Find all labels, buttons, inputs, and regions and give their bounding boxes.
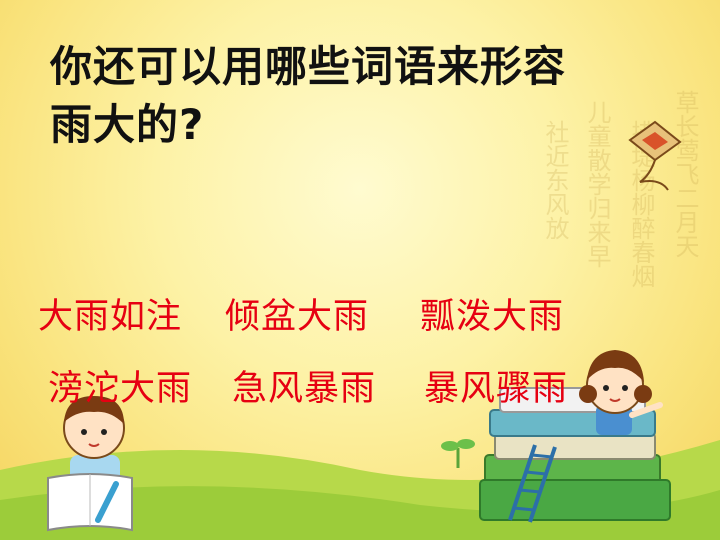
idiom-text: 倾盆大雨: [225, 297, 370, 337]
idiom-text: 暴风骤雨: [424, 369, 569, 409]
watermark-poem: 儿童散学归来早: [583, 100, 611, 268]
question-heading: 你还可以用哪些词语来形容 雨大的?: [50, 38, 650, 154]
sprout-illustration: [441, 439, 475, 468]
watermark-poem: 草长莺飞二月天: [671, 90, 699, 258]
kite-illustration: [628, 120, 682, 191]
girl-illustration: [579, 350, 663, 435]
question-line-1: 你还可以用哪些词语来形容: [50, 42, 567, 91]
idiom-text: 瓢泼大雨: [420, 297, 565, 337]
grass-hill: [0, 486, 720, 540]
question-line-2: 雨大的?: [50, 100, 205, 149]
boy-illustration: [47, 396, 133, 532]
watermark-poem: 社近东风放: [541, 120, 569, 240]
idiom-text: 急风暴雨: [232, 369, 377, 409]
idiom-text: 大雨如注: [38, 297, 183, 337]
idiom-text: 滂沱大雨: [48, 369, 193, 409]
